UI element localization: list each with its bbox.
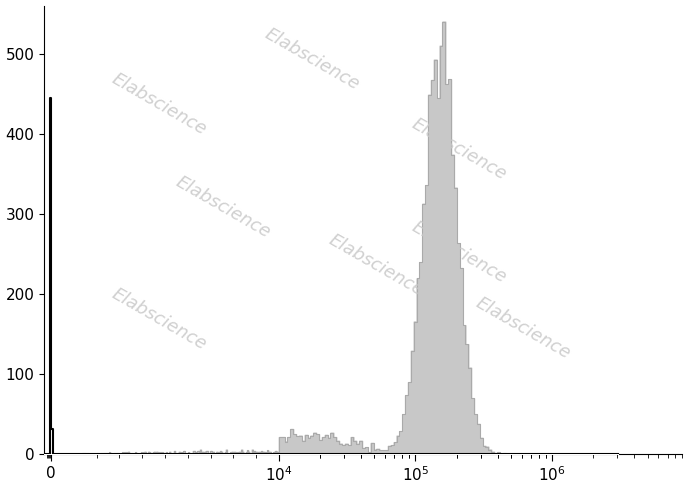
Text: Elabscience: Elabscience <box>472 294 574 363</box>
Text: Elabscience: Elabscience <box>173 173 274 242</box>
Text: Elabscience: Elabscience <box>109 70 210 139</box>
Text: Elabscience: Elabscience <box>409 218 510 287</box>
Text: Elabscience: Elabscience <box>325 231 427 300</box>
Text: Elabscience: Elabscience <box>409 115 510 183</box>
Text: Elabscience: Elabscience <box>261 25 363 94</box>
Text: Elabscience: Elabscience <box>109 285 210 354</box>
